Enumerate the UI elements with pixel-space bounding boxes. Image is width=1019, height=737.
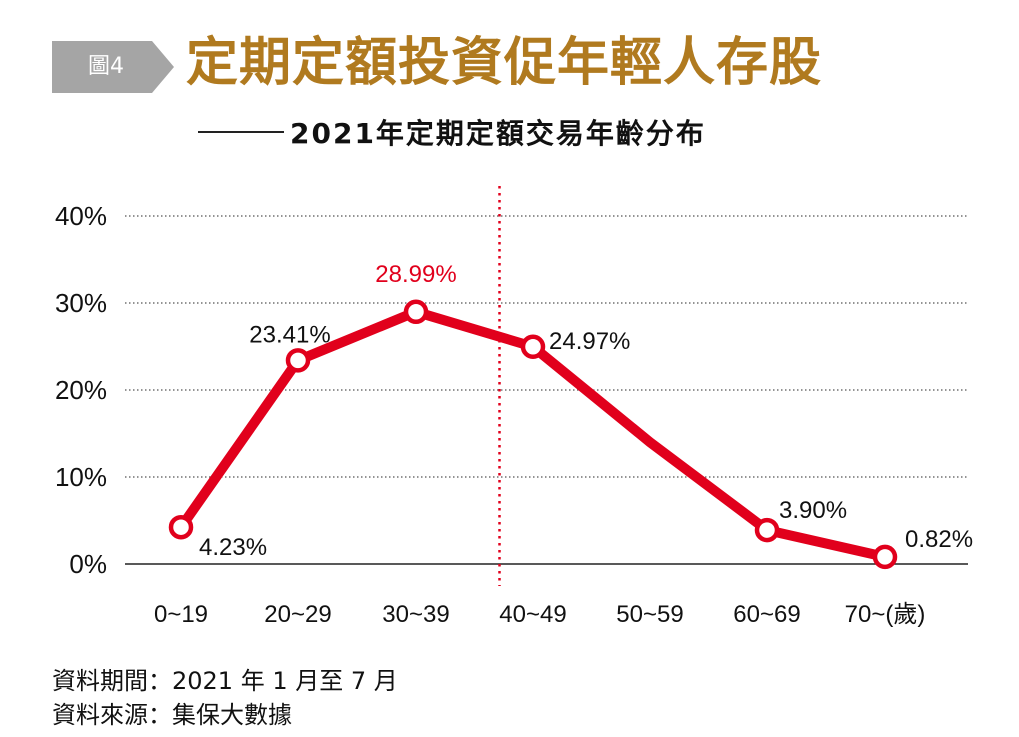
y-tick-label: 0% [69, 549, 107, 579]
subtitle-dash [198, 131, 284, 133]
y-tick-label: 30% [55, 288, 107, 318]
data-label: 24.97% [549, 328, 630, 355]
data-label: 28.99% [375, 261, 456, 288]
x-tick-label: 30~39 [382, 601, 449, 628]
data-point [285, 348, 311, 373]
data-label: 4.23% [199, 534, 267, 561]
data-point [520, 334, 546, 360]
x-tick-label: 20~29 [264, 601, 331, 628]
data-label: 0.82% [905, 526, 973, 553]
data-point [872, 544, 898, 570]
x-tick-label: 0~19 [154, 601, 208, 628]
figure-label: 圖4 [88, 54, 124, 79]
x-tick-label: 60~69 [733, 601, 800, 628]
data-source: 資料來源：集保大數據 [52, 701, 292, 729]
figure-badge [52, 41, 174, 93]
x-tick-label: 40~49 [499, 601, 566, 628]
data-point [403, 299, 429, 325]
y-tick-label: 10% [55, 462, 107, 492]
data-period: 資料期間：2021 年 1 月至 7 月 [52, 667, 398, 695]
data-label: 23.41% [249, 321, 330, 348]
chart-subtitle: 2021年定期定額交易年齡分布 [290, 117, 706, 150]
subtitle-row: 2021年定期定額交易年齡分布 [198, 112, 706, 152]
y-tick-label: 40% [55, 201, 107, 231]
data-point [168, 514, 194, 540]
data-point [754, 517, 780, 543]
main-title: 定期定額投資促年輕人存股 [186, 32, 823, 93]
y-tick-label: 20% [55, 375, 107, 405]
data-label: 3.90% [779, 497, 847, 524]
x-tick-label: 50~59 [616, 601, 683, 628]
x-tick-label: 70~(歲) [845, 601, 926, 628]
